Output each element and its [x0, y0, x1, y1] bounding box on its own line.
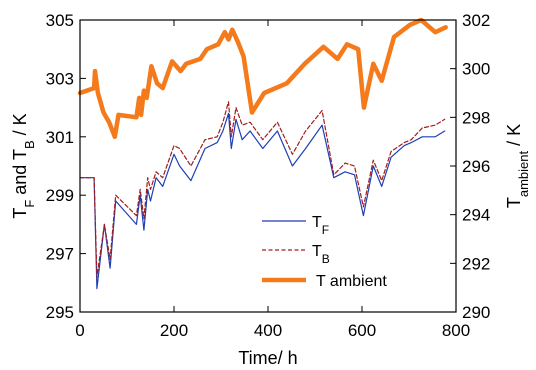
legend: TF TB T ambient [262, 214, 387, 290]
plot-frame [79, 19, 457, 313]
legend-label-ta: T ambient [316, 273, 387, 290]
y-left-tick-label: 295 [46, 303, 74, 322]
y-left-axis-title: TF and TB / K [10, 113, 37, 218]
series-line-ta [77, 17, 448, 140]
series-layer [77, 17, 448, 290]
y-right-tick-label: 302 [462, 11, 490, 30]
y-left-tick-label: 305 [46, 11, 74, 30]
y-right-axis-title: Tambient / K [504, 124, 531, 208]
ticks-layer: 0 200 400 600 800 295 297 299 301 303 305 290 292 294… [46, 11, 491, 340]
x-tick-label: 600 [348, 321, 376, 340]
y-right-tick-label: 296 [462, 157, 490, 176]
series-line-tb [79, 101, 446, 278]
series-line-tf [79, 112, 446, 290]
x-tick-label: 800 [442, 321, 470, 340]
x-tick-label: 200 [160, 321, 188, 340]
y-left-tick-label: 299 [46, 186, 74, 205]
x-tick-label: 0 [75, 321, 84, 340]
y-right-tick-label: 294 [462, 206, 490, 225]
y-right-tick-label: 292 [462, 254, 490, 273]
x-axis-title: Time/ h [238, 348, 297, 368]
y-left-tick-label: 297 [46, 245, 74, 264]
x-tick-label: 400 [254, 321, 282, 340]
y-left-tick-label: 301 [46, 128, 74, 147]
y-left-tick-label: 303 [46, 69, 74, 88]
legend-label-tf: TF [312, 214, 329, 237]
legend-label-tb: TB [312, 243, 330, 266]
y-right-tick-label: 300 [462, 60, 490, 79]
y-right-tick-label: 290 [462, 303, 490, 322]
y-right-tick-label: 298 [462, 108, 490, 127]
